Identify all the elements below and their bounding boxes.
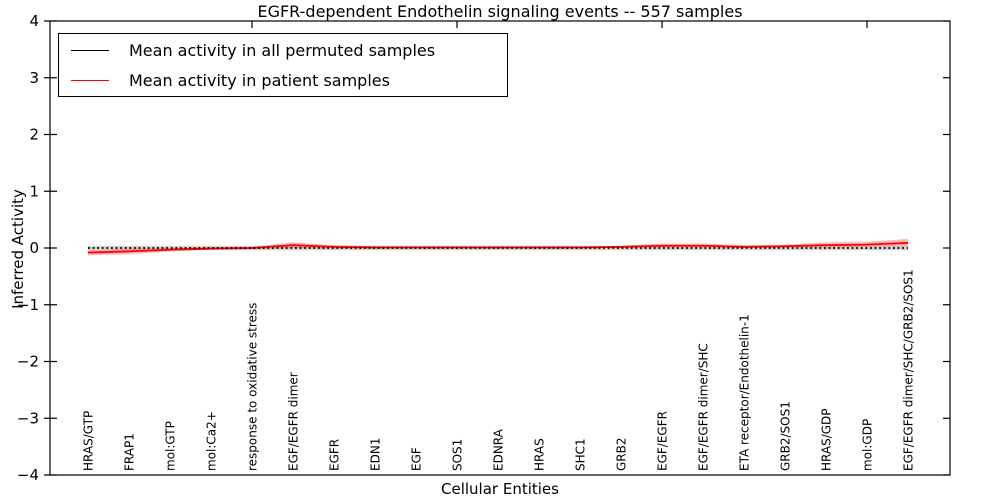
x-category-label: SOS1 [451, 439, 465, 471]
y-tick-label: −2 [17, 353, 39, 371]
legend-item-patient: Mean activity in patient samples [59, 66, 507, 94]
x-category-label: SHC1 [574, 438, 588, 471]
legend: Mean activity in all permuted samples Me… [58, 33, 508, 97]
x-category-label: EGF [410, 447, 424, 471]
x-category-label: mol:GDP [861, 419, 875, 471]
x-category-label: EGF/EGFR dimer/SHC [697, 343, 711, 471]
y-axis-label: Inferred Activity [9, 189, 27, 309]
x-category-label: response to oxidative stress [246, 303, 260, 471]
legend-label-patient: Mean activity in patient samples [129, 70, 390, 90]
x-category-label: EDN1 [369, 438, 383, 471]
patient-line-swatch [71, 79, 109, 81]
x-category-label: HRAS [533, 438, 547, 471]
top-ticks [251, 21, 868, 28]
x-category-label: mol:Ca2+ [205, 411, 219, 471]
x-category-label: HRAS/GTP [82, 411, 96, 471]
permuted-line-swatch [71, 49, 109, 51]
x-category-label: mol:GTP [164, 421, 178, 471]
x-category-label: ETA receptor/Endothelin-1 [738, 314, 752, 471]
y-tick-label: 0 [29, 239, 39, 257]
x-category-label: EGF/EGFR dimer [287, 372, 301, 471]
x-category-label: EGFR [328, 439, 342, 471]
x-category-label: EGF/EGFR [656, 411, 670, 471]
legend-item-permuted: Mean activity in all permuted samples [59, 36, 507, 64]
y-tick-label: −4 [17, 466, 39, 484]
legend-label-permuted: Mean activity in all permuted samples [129, 40, 436, 60]
x-category-label: GRB2/SOS1 [779, 401, 793, 471]
x-axis-label: Cellular Entities [441, 480, 559, 498]
y-tick-label: 3 [29, 69, 39, 87]
x-category-labels: HRAS/GTP FRAP1 mol:GTP mol:Ca2+ response to … [82, 269, 916, 471]
y-tick-label: −3 [17, 409, 39, 427]
y-tick-label: 1 [29, 182, 39, 200]
chart-title: EGFR-dependent Endothelin signaling even… [257, 2, 743, 21]
x-category-label: EGF/EGFR dimer/SHC/GRB2/SOS1 [902, 269, 916, 471]
y-axis-ticks: 4 3 2 1 0 −1 −2 −3 −4 [17, 12, 950, 484]
y-tick-label: 4 [29, 12, 39, 30]
x-category-label: FRAP1 [123, 433, 137, 471]
x-category-label: GRB2 [615, 437, 629, 471]
y-tick-label: −1 [17, 296, 39, 314]
x-category-label: EDNRA [492, 428, 506, 471]
y-tick-label: 2 [29, 126, 39, 144]
x-category-label: HRAS/GDP [820, 408, 834, 471]
